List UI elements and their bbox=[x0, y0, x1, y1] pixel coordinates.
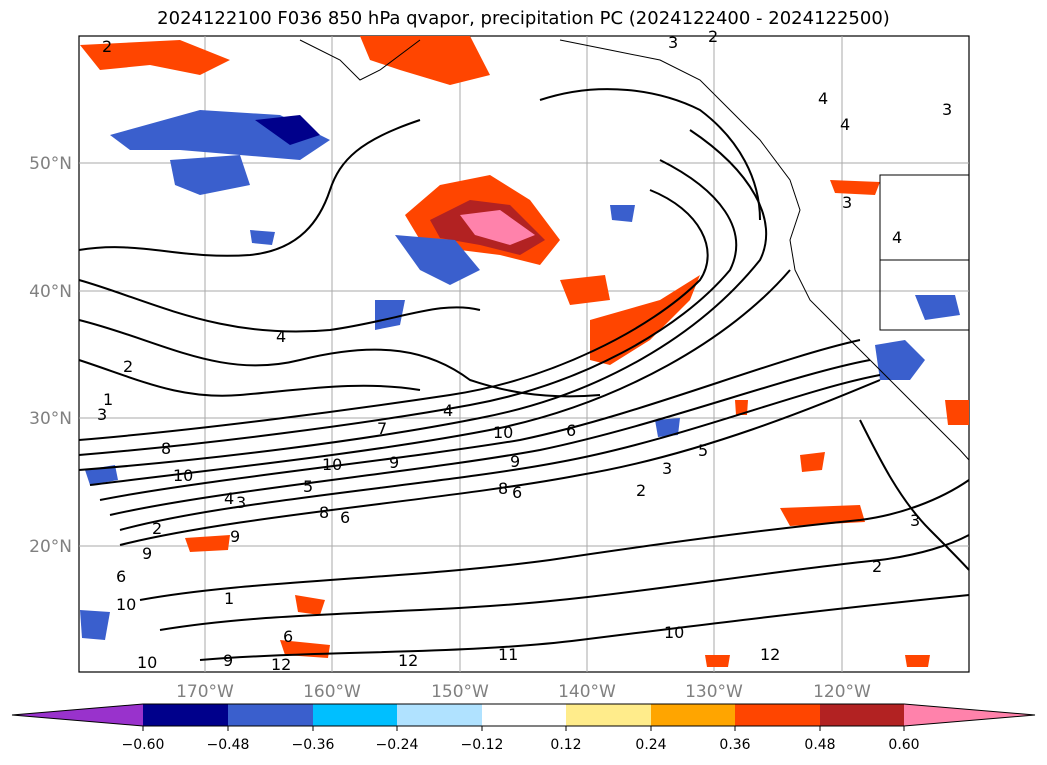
contour-label: 6 bbox=[340, 508, 350, 527]
contour-label: 4 bbox=[840, 115, 850, 134]
contour-label: 12 bbox=[760, 645, 780, 664]
colorbar-tick-label: −0.12 bbox=[461, 737, 504, 753]
contour-labels: 2 3 4 4 3 4 3 2 4 2 1 3 8 10 4 3 2 9 6 7… bbox=[97, 27, 952, 674]
contour-label: 3 bbox=[97, 405, 107, 424]
colorbar: −0.60 −0.48 −0.36 −0.24 −0.12 0.12 0.24 … bbox=[11, 703, 1036, 753]
colorbar-segment bbox=[820, 704, 904, 726]
contour-label: 8 bbox=[161, 439, 171, 458]
colorbar-segment bbox=[313, 704, 397, 726]
contour-label: 6 bbox=[512, 483, 522, 502]
lon-label: 170°W bbox=[176, 682, 234, 702]
contour-label: 10 bbox=[137, 653, 157, 672]
colorbar-tick-label: 0.12 bbox=[550, 737, 581, 753]
lon-label: 160°W bbox=[303, 682, 361, 702]
contour-label: 2 bbox=[123, 357, 133, 376]
colorbar-tick-label: 0.60 bbox=[888, 737, 919, 753]
contour-label: 4 bbox=[276, 327, 286, 346]
lat-label: 30°N bbox=[29, 409, 72, 429]
lat-label: 40°N bbox=[29, 282, 72, 302]
contour-label: 4 bbox=[443, 401, 453, 420]
colorbar-tick-label: −0.60 bbox=[122, 737, 165, 753]
colorbar-segment bbox=[482, 704, 566, 726]
contour-label: 8 bbox=[319, 503, 329, 522]
contour-label: 3 bbox=[910, 511, 920, 530]
qvapor-contours bbox=[78, 88, 970, 661]
lat-label: 20°N bbox=[29, 537, 72, 557]
latitude-labels: 50°N 40°N 30°N 20°N bbox=[29, 154, 72, 557]
contour-label: 3 bbox=[842, 193, 852, 212]
contour-label: 2 bbox=[708, 27, 718, 46]
lon-label: 130°W bbox=[685, 682, 743, 702]
contour-label: 2 bbox=[872, 557, 882, 576]
contour-label: 3 bbox=[236, 493, 246, 512]
contour-label: 4 bbox=[224, 489, 234, 508]
colorbar-segment bbox=[397, 704, 482, 726]
colorbar-segment bbox=[566, 704, 651, 726]
contour-label: 12 bbox=[271, 655, 291, 674]
contour-label: 10 bbox=[116, 595, 136, 614]
colorbar-tick-label: −0.36 bbox=[292, 737, 335, 753]
colorbar-tick-label: −0.24 bbox=[376, 737, 419, 753]
contour-label: 5 bbox=[698, 441, 708, 460]
colorbar-segment bbox=[735, 704, 820, 726]
map-panel: 2 3 4 4 3 4 3 2 4 2 1 3 8 10 4 3 2 9 6 7… bbox=[78, 27, 970, 674]
colorbar-extend-left bbox=[12, 704, 143, 726]
contour-label: 10 bbox=[322, 455, 342, 474]
colorbar-segment bbox=[228, 704, 313, 726]
colorbar-tick-label: 0.48 bbox=[804, 737, 835, 753]
contour-label: 2 bbox=[152, 519, 162, 538]
contour-label: 2 bbox=[102, 37, 112, 56]
contour-label: 9 bbox=[389, 453, 399, 472]
contour-label: 1 bbox=[224, 589, 234, 608]
lat-label: 50°N bbox=[29, 154, 72, 174]
contour-label: 9 bbox=[142, 544, 152, 563]
colorbar-tick-label: 0.36 bbox=[719, 737, 750, 753]
contour-label: 3 bbox=[668, 33, 678, 52]
colorbar-extend-right bbox=[904, 704, 1035, 726]
precip-shading bbox=[80, 36, 969, 667]
lon-label: 140°W bbox=[558, 682, 616, 702]
contour-label: 9 bbox=[223, 651, 233, 670]
contour-label: 10 bbox=[664, 623, 684, 642]
colorbar-tick-label: −0.48 bbox=[207, 737, 250, 753]
colorbar-segment bbox=[651, 704, 735, 726]
contour-label: 6 bbox=[283, 627, 293, 646]
contour-label: 3 bbox=[942, 100, 952, 119]
contour-label: 11 bbox=[498, 645, 518, 664]
coastline bbox=[299, 39, 970, 461]
contour-label: 4 bbox=[892, 228, 902, 247]
lon-label: 120°W bbox=[813, 682, 871, 702]
colorbar-tick-label: 0.24 bbox=[635, 737, 666, 753]
contour-label: 2 bbox=[636, 481, 646, 500]
map-title: 2024122100 F036 850 hPa qvapor, precipit… bbox=[157, 8, 890, 29]
contour-label: 1 bbox=[103, 390, 113, 409]
contour-label: 7 bbox=[377, 419, 387, 438]
contour-label: 8 bbox=[498, 479, 508, 498]
contour-label: 6 bbox=[566, 421, 576, 440]
contour-label: 3 bbox=[662, 459, 672, 478]
contour-label: 4 bbox=[818, 89, 828, 108]
contour-label: 9 bbox=[510, 452, 520, 471]
contour-label: 12 bbox=[398, 651, 418, 670]
lon-label: 150°W bbox=[431, 682, 489, 702]
longitude-labels: 170°W 160°W 150°W 140°W 130°W 120°W bbox=[176, 682, 871, 702]
contour-label: 10 bbox=[173, 466, 193, 485]
contour-label: 6 bbox=[116, 567, 126, 586]
contour-label: 10 bbox=[493, 423, 513, 442]
contour-label: 9 bbox=[230, 527, 240, 546]
contour-label: 5 bbox=[303, 477, 313, 496]
colorbar-segment bbox=[143, 704, 228, 726]
